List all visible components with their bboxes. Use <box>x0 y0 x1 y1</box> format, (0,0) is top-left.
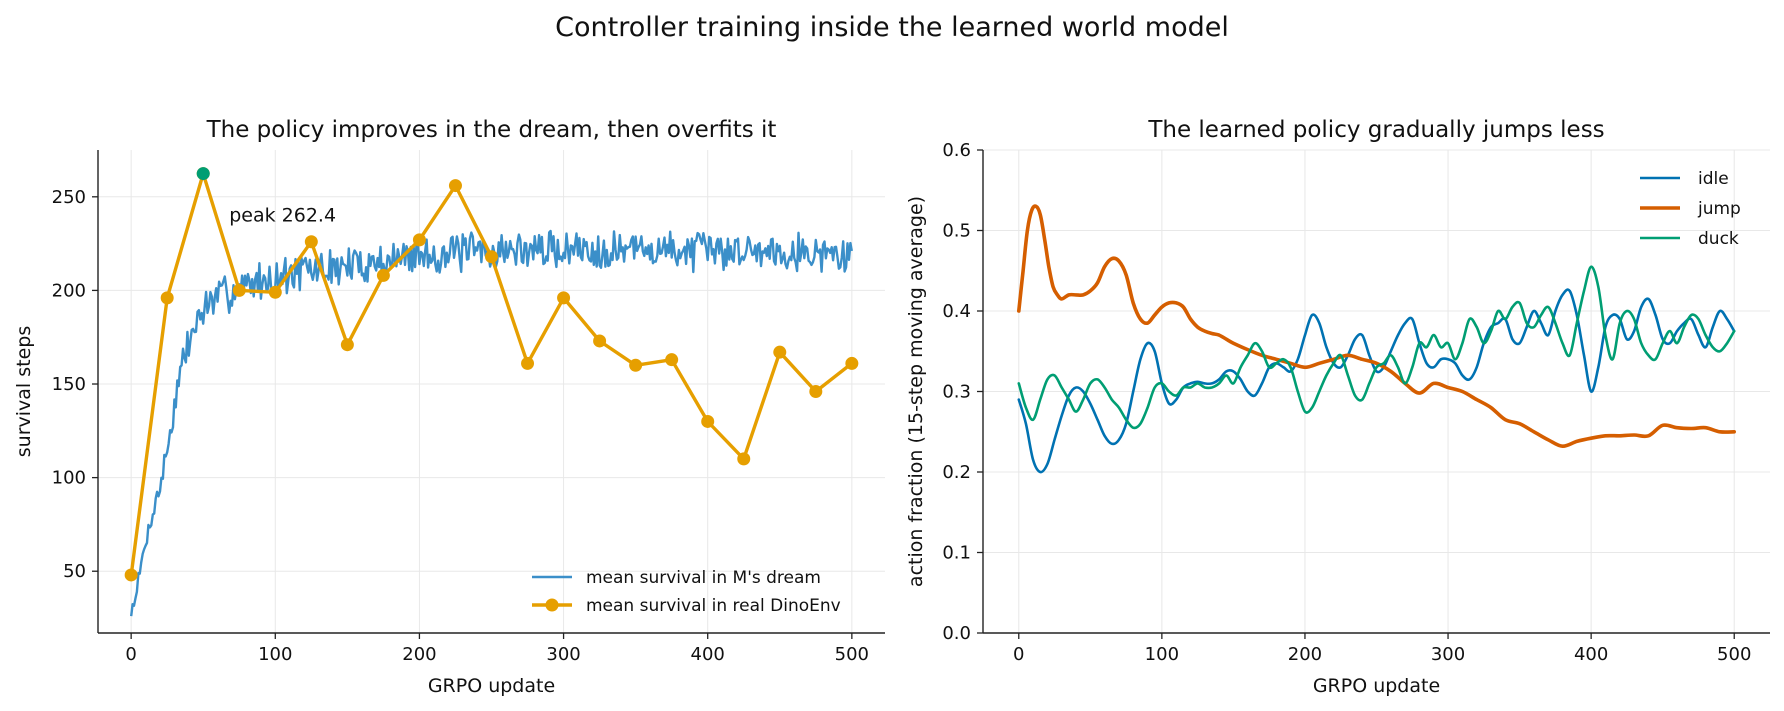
x-tick-label: 200 <box>402 644 436 665</box>
data-point-real <box>629 358 643 372</box>
chart-survival: The policy improves in the dream, then o… <box>13 117 885 697</box>
data-point-real <box>845 356 859 370</box>
y-tick-label: 100 <box>52 468 86 489</box>
x-tick-label: 500 <box>835 644 869 665</box>
y-tick-label: 150 <box>52 374 86 395</box>
legend-label-real: mean survival in real DinoEnv <box>586 596 841 616</box>
x-tick-label: 400 <box>1574 644 1608 665</box>
data-point-real <box>521 356 535 370</box>
peak-marker <box>196 167 210 181</box>
x-tick-label: 400 <box>691 644 725 665</box>
data-point-real <box>304 235 318 249</box>
x-tick-label: 300 <box>1431 644 1465 665</box>
y-axis-label: survival steps <box>13 326 35 457</box>
y-tick-label: 0.3 <box>942 382 971 403</box>
legend-label-dream: mean survival in M's dream <box>586 568 821 588</box>
data-point-real <box>485 250 498 264</box>
y-tick-label: 250 <box>52 187 86 208</box>
data-point-real <box>376 268 390 282</box>
x-tick-label: 0 <box>125 644 136 665</box>
y-tick-label: 0.0 <box>942 623 971 644</box>
series-line-jump <box>1017 204 1736 448</box>
y-tick-label: 0.5 <box>942 221 971 242</box>
legend-label-jump: jump <box>1697 199 1741 219</box>
data-point-real <box>160 291 174 305</box>
panel-title: The learned policy gradually jumps less <box>1147 117 1604 143</box>
series-line-duck <box>1017 265 1736 430</box>
x-tick-label: 500 <box>1717 644 1751 665</box>
series-line-real <box>129 171 853 576</box>
y-tick-label: 0.1 <box>942 543 971 564</box>
x-tick-label: 0 <box>1013 644 1024 665</box>
data-point-real <box>809 385 823 398</box>
y-tick-label: 0.4 <box>942 301 971 322</box>
y-tick-label: 200 <box>52 280 86 301</box>
x-axis-label: GRPO update <box>1313 675 1440 697</box>
data-point-real <box>557 291 571 305</box>
data-point-real <box>773 345 787 359</box>
legend-label-idle: idle <box>1698 169 1729 189</box>
x-tick-label: 100 <box>258 644 292 665</box>
panel-title: The policy improves in the dream, then o… <box>206 117 777 143</box>
data-point-real <box>340 338 354 352</box>
legend-marker-real <box>545 598 559 612</box>
data-point-real <box>268 285 282 299</box>
data-point-real <box>665 353 679 367</box>
x-tick-label: 200 <box>1288 644 1322 665</box>
legend-label-duck: duck <box>1698 229 1739 249</box>
y-tick-label: 50 <box>63 561 86 582</box>
data-point-real <box>737 452 751 466</box>
x-tick-label: 300 <box>546 644 580 665</box>
chart-action-fraction: The learned policy gradually jumps less 0… <box>905 117 1770 697</box>
x-axis-label: GRPO update <box>428 675 555 697</box>
figure-title: Controller training inside the learned w… <box>555 12 1229 43</box>
data-point-real <box>232 283 246 297</box>
series-line-idle <box>1017 288 1736 474</box>
data-point-real <box>701 414 715 428</box>
x-tick-label: 100 <box>1145 644 1179 665</box>
data-point-real <box>593 334 607 348</box>
data-point-real <box>124 568 138 582</box>
peak-annotation: peak 262.4 <box>229 205 336 227</box>
y-tick-label: 0.2 <box>942 462 971 483</box>
data-point-real <box>412 233 426 247</box>
y-tick-label: 0.6 <box>942 140 971 161</box>
y-axis-label: action fraction (15-step moving average) <box>905 196 927 587</box>
data-point-real <box>448 179 462 193</box>
